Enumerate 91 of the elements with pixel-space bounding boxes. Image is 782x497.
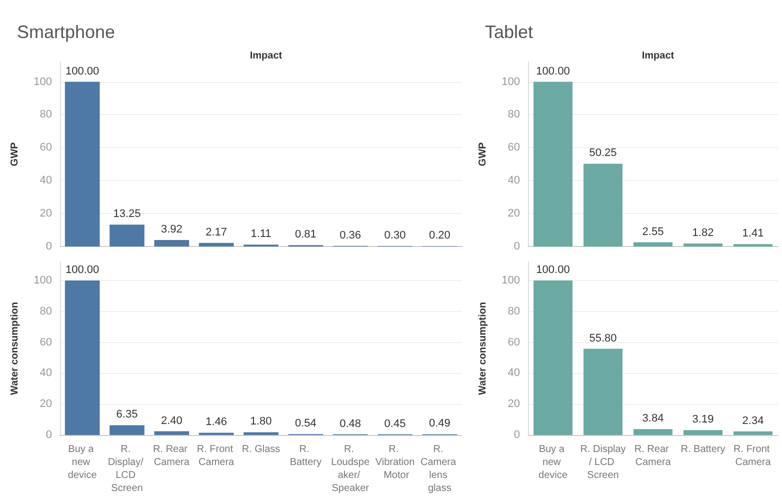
bar bbox=[584, 164, 622, 246]
y-axis-title: Water consumption bbox=[10, 302, 20, 395]
x-tick-label: Buy a new device bbox=[538, 444, 568, 481]
x-tick-label: R. Rear Camera bbox=[634, 444, 672, 468]
bar bbox=[534, 82, 572, 246]
y-axis-title: GWP bbox=[478, 142, 488, 166]
bar bbox=[244, 432, 278, 435]
bar bbox=[684, 430, 722, 435]
y-tick-label: 20 bbox=[40, 398, 52, 410]
bar bbox=[154, 240, 190, 246]
bar bbox=[534, 280, 572, 435]
bar bbox=[110, 425, 144, 435]
data-label: 3.92 bbox=[160, 224, 182, 236]
y-tick-label: 80 bbox=[40, 305, 52, 318]
data-label: 0.36 bbox=[340, 229, 362, 242]
data-label: 100.00 bbox=[536, 264, 570, 276]
y-tick-label: 100 bbox=[34, 76, 52, 88]
data-label: 13.25 bbox=[113, 208, 141, 220]
y-axis-title: Water consumption bbox=[478, 302, 488, 395]
y-tick-label: 100 bbox=[502, 76, 520, 88]
data-label: 3.84 bbox=[642, 412, 664, 425]
x-tick-label: R. Rear Camera bbox=[153, 444, 190, 468]
y-tick-label: 40 bbox=[40, 367, 52, 380]
data-label: 0.20 bbox=[428, 230, 450, 242]
y-tick-label: 60 bbox=[40, 142, 52, 154]
x-tick-label: R. Battery bbox=[680, 444, 726, 455]
bar bbox=[198, 242, 234, 246]
y-tick-label: 60 bbox=[508, 142, 520, 154]
data-label: 100.00 bbox=[66, 264, 100, 276]
data-label: 1.41 bbox=[742, 228, 764, 240]
bar bbox=[110, 224, 144, 246]
x-tick-label: R. Vibration Motor bbox=[375, 444, 415, 481]
y-tick-label: 20 bbox=[40, 208, 52, 220]
x-tick-label: Buy a new device bbox=[68, 444, 98, 481]
y-tick-label: 60 bbox=[508, 336, 520, 348]
y-tick-label: 80 bbox=[40, 108, 52, 121]
data-label: 55.80 bbox=[589, 332, 617, 344]
y-axis-title: GWP bbox=[10, 142, 20, 166]
data-label: 1.80 bbox=[250, 416, 272, 428]
bar bbox=[684, 244, 722, 246]
x-tick-label: R. Battery bbox=[290, 444, 322, 468]
data-label: 2.17 bbox=[206, 226, 228, 238]
data-label: 6.35 bbox=[116, 408, 138, 421]
bar bbox=[634, 429, 672, 435]
chart-title: Tablet bbox=[485, 22, 534, 42]
x-tick-label: R. Camera lens glass bbox=[420, 444, 459, 494]
y-tick-label: 100 bbox=[502, 274, 520, 287]
chart-subtitle: Impact bbox=[642, 50, 675, 62]
y-tick-label: 0 bbox=[514, 240, 520, 252]
bar bbox=[634, 242, 672, 246]
x-tick-label: R. Display/ LCD Screen bbox=[580, 444, 626, 481]
data-label: 0.45 bbox=[384, 418, 406, 430]
x-tick-label: R. Display/ LCD Screen bbox=[108, 444, 146, 494]
x-tick-label: R. Front Camera bbox=[196, 444, 236, 468]
data-label: 1.82 bbox=[692, 227, 714, 239]
bar bbox=[734, 431, 772, 435]
x-tick-label: R. Glass bbox=[242, 444, 280, 455]
y-tick-label: 80 bbox=[508, 108, 520, 121]
data-label: 3.19 bbox=[692, 414, 714, 426]
data-label: 50.25 bbox=[589, 147, 617, 160]
y-tick-label: 0 bbox=[46, 240, 52, 252]
y-tick-label: 0 bbox=[514, 429, 520, 441]
data-label: 2.34 bbox=[742, 414, 764, 427]
y-tick-label: 0 bbox=[46, 429, 52, 441]
data-label: 100.00 bbox=[536, 65, 570, 78]
y-tick-label: 60 bbox=[40, 336, 52, 348]
data-label: 2.55 bbox=[642, 226, 664, 238]
data-label: 1.11 bbox=[250, 228, 272, 240]
data-label: 0.30 bbox=[384, 230, 406, 242]
y-tick-label: 80 bbox=[508, 305, 520, 318]
data-label: 100.00 bbox=[66, 65, 100, 78]
y-tick-label: 40 bbox=[40, 174, 52, 187]
bar bbox=[584, 348, 622, 435]
data-label: 0.81 bbox=[294, 228, 316, 241]
x-tick-label: R. Front Camera bbox=[734, 444, 772, 468]
data-label: 0.54 bbox=[294, 418, 316, 430]
chart-title: Smartphone bbox=[17, 22, 116, 42]
data-label: 0.49 bbox=[428, 418, 450, 430]
y-tick-label: 20 bbox=[508, 398, 520, 410]
bar bbox=[64, 280, 100, 435]
data-label: 1.46 bbox=[206, 416, 228, 428]
y-tick-label: 40 bbox=[508, 174, 520, 187]
bar bbox=[64, 82, 100, 246]
bar bbox=[154, 431, 190, 435]
y-tick-label: 40 bbox=[508, 367, 520, 380]
x-tick-label: R. Loudspeaker/ Speaker bbox=[331, 444, 370, 494]
data-label: 2.40 bbox=[160, 414, 182, 427]
y-tick-label: 100 bbox=[34, 274, 52, 287]
y-tick-label: 20 bbox=[508, 208, 520, 220]
chart-subtitle: Impact bbox=[250, 50, 283, 62]
data-label: 0.48 bbox=[340, 418, 362, 430]
